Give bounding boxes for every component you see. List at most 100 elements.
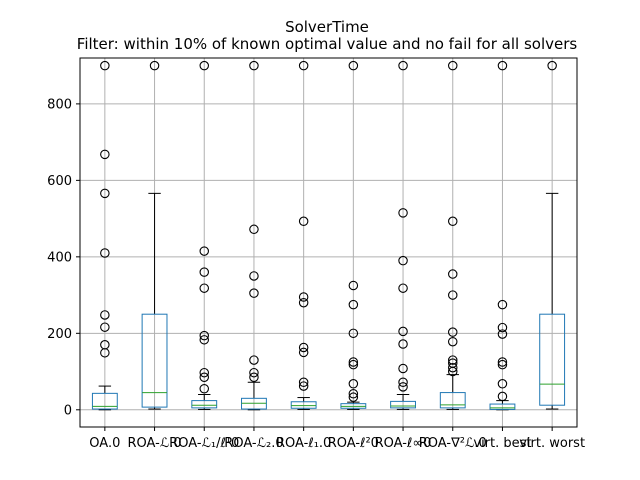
- outlier-point: [100, 188, 110, 199]
- outlier-point: [447, 327, 458, 337]
- outlier-point: [199, 283, 210, 293]
- y-ticks: 0 200 400 600 800: [47, 97, 80, 418]
- iqr-box: [439, 392, 466, 409]
- iqr-box: [91, 392, 118, 410]
- outlier-point: [249, 367, 259, 378]
- outlier-point: [348, 379, 359, 389]
- outlier-point: [348, 359, 359, 370]
- outlier-point: [497, 379, 508, 389]
- outlier-point: [348, 280, 359, 291]
- box-8: [439, 60, 466, 410]
- outlier-point: [100, 340, 110, 350]
- outlier-point: [398, 339, 408, 349]
- outlier-point: [100, 322, 110, 332]
- x-tick-label: ROA-ℓ²0: [328, 436, 379, 451]
- y-tick-label: 800: [47, 97, 72, 112]
- outlier-point: [398, 60, 408, 71]
- box-6: [340, 60, 367, 410]
- outlier-point: [199, 330, 210, 341]
- outlier-point: [348, 392, 359, 402]
- plot-area: [79, 57, 578, 428]
- outlier-point: [249, 271, 259, 281]
- outlier-point: [447, 269, 458, 279]
- y-tick-label: 400: [47, 250, 72, 265]
- box-10: [539, 60, 566, 410]
- x-tick-label: OA.0: [89, 436, 120, 451]
- outlier-point: [100, 60, 110, 71]
- outlier-point: [199, 246, 210, 256]
- outlier-point: [398, 377, 408, 388]
- grid-lines: [80, 58, 577, 427]
- outlier-point: [199, 367, 210, 378]
- outlier-point: [298, 297, 309, 308]
- outlier-point: [447, 355, 458, 365]
- outlier-point: [199, 384, 210, 394]
- box-2: [141, 60, 168, 410]
- outlier-point: [100, 310, 110, 320]
- plot-marks: [91, 60, 566, 411]
- x-tick-label: virt. worst: [519, 436, 585, 451]
- outlier-point: [447, 60, 458, 71]
- outlier-point: [348, 357, 359, 367]
- outlier-point: [447, 216, 458, 227]
- outlier-point: [398, 255, 408, 266]
- outlier-point: [298, 216, 309, 227]
- box-3: [191, 60, 218, 410]
- chart-subtitle: Filter: within 10% of known optimal valu…: [77, 35, 578, 53]
- x-ticks: OA.0 ROA-ℒ.0ROA-ℒ₁/ℓ¹0ROA-ℒ₂.0ROA-ℓ₁.0ROA…: [89, 427, 585, 451]
- outlier-point: [447, 358, 458, 368]
- outlier-point: [497, 299, 508, 310]
- y-tick-label: 600: [47, 174, 72, 189]
- outlier-point: [547, 60, 557, 71]
- outlier-point: [298, 292, 309, 302]
- box-9: [489, 60, 516, 411]
- iqr-box: [539, 313, 566, 406]
- outlier-point: [100, 149, 110, 160]
- outlier-point: [497, 357, 508, 367]
- outlier-point: [199, 60, 210, 71]
- iqr-box: [191, 400, 218, 409]
- x-tick-label: ROA-ℒ.0: [127, 436, 181, 451]
- outlier-point: [447, 336, 458, 347]
- outlier-point: [348, 388, 359, 399]
- outlier-point: [298, 342, 309, 353]
- outlier-point: [348, 328, 359, 339]
- x-tick-label: ROA-ℒ₁/ℓ¹0: [169, 436, 239, 451]
- x-tick-label: virt. best: [473, 436, 531, 451]
- outlier-point: [447, 362, 458, 373]
- box-4: [241, 60, 267, 411]
- outlier-point: [398, 283, 408, 293]
- outlier-point: [497, 329, 508, 339]
- outlier-point: [497, 60, 508, 71]
- outlier-point: [497, 359, 508, 370]
- outlier-point: [348, 299, 359, 310]
- outlier-point: [497, 322, 508, 333]
- outlier-point: [249, 288, 259, 298]
- iqr-box: [390, 400, 416, 409]
- box-5: [290, 60, 317, 410]
- outlier-point: [398, 326, 408, 337]
- outlier-point: [199, 372, 210, 383]
- chart-title: SolverTime: [285, 18, 369, 36]
- iqr-box: [489, 403, 516, 410]
- outlier-point: [199, 335, 210, 345]
- box-1: [91, 60, 118, 411]
- outlier-point: [447, 290, 458, 300]
- outlier-point: [497, 391, 508, 402]
- outlier-point: [398, 382, 408, 392]
- outlier-point: [249, 355, 259, 365]
- outlier-point: [249, 372, 259, 383]
- outlier-point: [149, 60, 160, 71]
- outlier-point: [348, 60, 359, 71]
- x-tick-label: ROA-ℒ₂.0: [224, 436, 283, 451]
- outlier-point: [298, 347, 309, 358]
- outlier-point: [298, 60, 309, 71]
- box-7: [390, 60, 416, 410]
- outlier-point: [398, 208, 408, 218]
- y-tick-label: 0: [64, 403, 72, 418]
- x-tick-label: ROA-∇²ℒ.0: [419, 436, 487, 451]
- outlier-point: [249, 60, 259, 71]
- outlier-point: [398, 363, 408, 374]
- iqr-box: [141, 313, 168, 408]
